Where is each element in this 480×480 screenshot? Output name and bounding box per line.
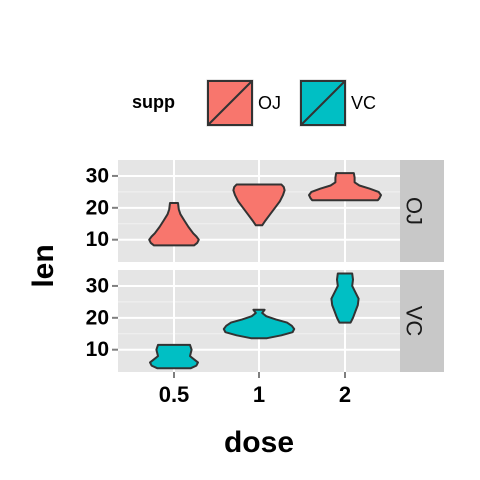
y-tick-label: 30 xyxy=(86,274,109,297)
violin-vc-dose-2 xyxy=(330,272,360,324)
x-axis: 0.5 1 2 xyxy=(159,372,351,407)
y-axis-title: len xyxy=(27,244,60,287)
legend-key-slash xyxy=(207,80,253,126)
violin-oj-dose-2 xyxy=(308,172,382,202)
facet-strip-label-vc: VC xyxy=(402,306,427,337)
y-tick-label: 20 xyxy=(86,306,109,329)
legend-label: VC xyxy=(351,93,376,113)
x-axis-title: dose xyxy=(224,426,294,459)
panel-vc: VC xyxy=(118,270,444,372)
x-tick-label: 0.5 xyxy=(159,382,190,407)
y-tick-label: 20 xyxy=(86,196,109,219)
x-tick-label: 2 xyxy=(339,382,351,407)
violin-vc-dose-1 xyxy=(222,308,296,340)
legend: supp OJ VC xyxy=(132,79,376,127)
y-tick-label: 10 xyxy=(86,228,109,251)
facet-strip-oj xyxy=(400,160,444,262)
legend-key-slash xyxy=(300,80,346,126)
y-tick-label: 10 xyxy=(86,338,109,361)
y-tick-label: 30 xyxy=(86,164,109,187)
violin-oj-dose-0.5 xyxy=(148,202,200,247)
facet-strip-label-oj: OJ xyxy=(402,197,427,225)
legend-title: supp xyxy=(132,92,175,112)
violin-vc-dose-0.5 xyxy=(149,343,199,370)
y-axes: 10 20 30 10 20 30 xyxy=(86,164,118,361)
legend-entry-vc: VC xyxy=(299,79,376,127)
facet-strip-vc xyxy=(400,270,444,372)
x-tick-label: 1 xyxy=(253,382,265,407)
legend-label: OJ xyxy=(258,93,281,113)
legend-entry-oj: OJ xyxy=(206,79,281,127)
violin-oj-dose-1 xyxy=(232,183,286,227)
panel-oj: OJ xyxy=(118,160,444,262)
